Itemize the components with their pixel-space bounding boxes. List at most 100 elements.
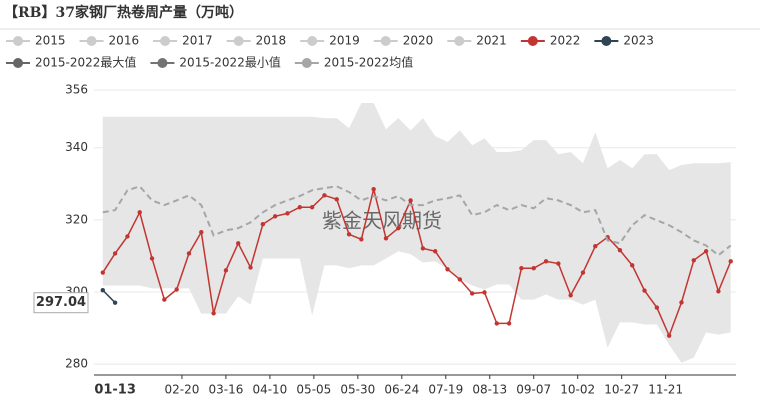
legend-item: 2019 <box>300 34 360 48</box>
point <box>186 251 192 256</box>
point <box>359 237 364 242</box>
legend-label: 2016 <box>109 34 140 48</box>
legend-marker <box>157 58 168 68</box>
point <box>260 222 266 227</box>
legend-label: 2021 <box>476 34 507 48</box>
point <box>617 247 623 253</box>
series-line <box>102 289 116 304</box>
legend-item: 2015-2022最小值 <box>150 55 281 70</box>
point <box>469 291 475 296</box>
legend-item: 2021 <box>447 34 507 48</box>
x-tick-label: 11-21 <box>648 383 683 397</box>
x-tick-label: 04-10 <box>252 383 287 397</box>
point <box>223 268 229 273</box>
legend-item: 2023 <box>594 34 654 48</box>
y-tick-label: 340 <box>65 140 88 154</box>
legend-label: 2017 <box>182 34 213 48</box>
point <box>248 265 253 270</box>
point <box>112 251 118 256</box>
pointer-y-box <box>33 292 89 314</box>
point <box>396 225 401 231</box>
legend-marker <box>13 58 23 68</box>
point <box>679 300 684 305</box>
range-band <box>102 102 731 363</box>
legend-label: 2015 <box>35 34 66 48</box>
legend-marker <box>527 36 538 46</box>
point <box>556 261 561 266</box>
point <box>654 305 660 310</box>
legend-marker <box>233 36 244 46</box>
point <box>112 300 118 305</box>
point <box>383 236 389 241</box>
point <box>568 293 573 298</box>
pointer-x-label: 01-13 <box>94 383 136 398</box>
point <box>174 287 179 292</box>
legend-label: 2015-2022最大值 <box>35 55 136 70</box>
legend-item: 2020 <box>373 34 434 48</box>
legend-label: 2022 <box>550 34 581 48</box>
point <box>408 198 413 203</box>
point <box>703 249 709 254</box>
legend-marker <box>86 36 97 46</box>
legend-marker <box>13 36 23 46</box>
point <box>162 297 167 302</box>
legend-label: 2015-2022均值 <box>324 55 413 70</box>
x-tick-label: 08-13 <box>472 383 507 397</box>
y-tick-label: 320 <box>65 212 88 226</box>
x-tick-label: 10-02 <box>560 383 595 397</box>
legend-marker <box>380 36 391 46</box>
point <box>149 256 155 261</box>
point <box>506 321 512 326</box>
legend-label: 2023 <box>623 34 654 48</box>
point <box>642 288 647 293</box>
legend-item: 2015 <box>6 34 66 48</box>
legend-marker <box>601 36 612 46</box>
legend-label: 2020 <box>403 34 434 48</box>
point <box>728 259 733 264</box>
point <box>482 290 487 295</box>
point <box>199 229 204 235</box>
legend-label: 2018 <box>256 34 287 48</box>
point <box>433 249 438 254</box>
pointer-x-box <box>91 381 140 399</box>
x-tick-label: 07-19 <box>428 383 463 397</box>
x-tick-label: 06-24 <box>384 383 419 397</box>
point <box>334 197 339 202</box>
x-tick-label: 03-16 <box>208 383 243 397</box>
point <box>445 267 450 272</box>
x-tick-label: 09-07 <box>516 383 551 397</box>
legend-label: 2015-2022最小值 <box>179 55 280 70</box>
chart-title: 【RB】37家钢厂热卷周产量（万吨） <box>4 4 243 21</box>
point <box>580 270 586 275</box>
point <box>593 244 598 249</box>
point <box>125 234 130 239</box>
legend-marker <box>160 36 171 46</box>
point <box>272 214 278 219</box>
pointer-y-label: 297.04 <box>36 295 86 310</box>
x-tick-label: 05-30 <box>340 383 375 397</box>
point <box>236 241 241 246</box>
legend-item: 2017 <box>153 34 213 48</box>
point <box>309 205 315 210</box>
legend-item: 2018 <box>226 34 287 48</box>
point <box>100 288 105 293</box>
point <box>691 258 696 263</box>
point <box>666 333 672 338</box>
y-tick-label: 356 <box>65 83 88 97</box>
legend-item: 2016 <box>79 34 140 48</box>
point <box>531 266 536 271</box>
point <box>100 270 105 275</box>
x-tick-label: 05-05 <box>296 383 331 397</box>
point <box>322 193 327 198</box>
point <box>716 289 721 294</box>
legend-label: 2019 <box>329 34 360 48</box>
y-tick-label: 280 <box>65 357 88 371</box>
x-tick-label: 02-20 <box>165 383 200 397</box>
point <box>630 263 635 268</box>
legend-item: 2015-2022最大值 <box>6 55 136 70</box>
point <box>494 321 499 326</box>
legend-marker <box>454 36 465 46</box>
point <box>371 187 376 192</box>
